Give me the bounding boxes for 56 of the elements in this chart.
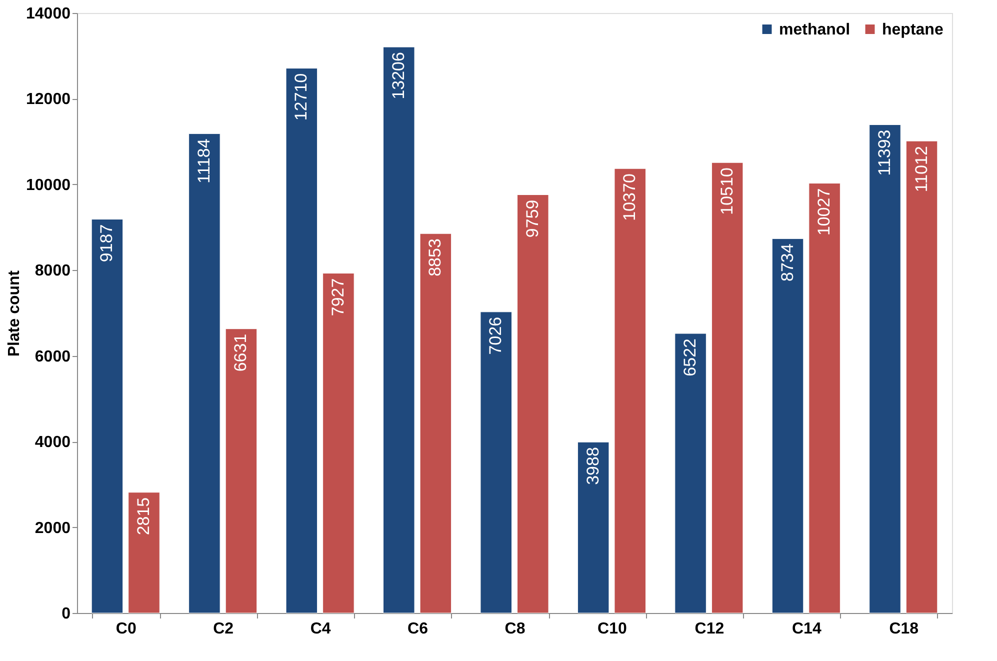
x-tick-label: C10 xyxy=(598,620,627,638)
data-label: 9187 xyxy=(97,224,116,262)
x-tick-label: C14 xyxy=(792,620,822,638)
data-label: 10510 xyxy=(717,168,736,215)
data-label: 7927 xyxy=(328,278,348,316)
data-label: 8853 xyxy=(426,238,445,276)
bar xyxy=(869,124,901,614)
bar xyxy=(128,492,160,614)
data-label: 11012 xyxy=(912,146,931,192)
x-tick-label: C4 xyxy=(310,620,331,638)
data-label: 2815 xyxy=(134,497,154,536)
bar xyxy=(808,183,840,614)
data-label: 6522 xyxy=(680,338,700,376)
legend-label: methanol xyxy=(779,21,850,38)
data-label: 11393 xyxy=(874,130,894,176)
data-label: 13206 xyxy=(388,52,408,100)
bar xyxy=(225,328,258,614)
x-tick-label: C8 xyxy=(504,620,526,638)
bar xyxy=(674,333,706,614)
data-label: 3988 xyxy=(583,447,602,485)
x-tick-label: C0 xyxy=(116,620,136,638)
data-label: 12710 xyxy=(292,73,311,121)
data-label: 7026 xyxy=(486,316,506,355)
x-tick-label: C2 xyxy=(213,620,234,638)
y-tick-label: 6000 xyxy=(34,348,71,366)
y-tick-label: 8000 xyxy=(34,262,71,280)
bar xyxy=(383,46,415,614)
data-label: 11184 xyxy=(194,138,214,184)
legend-label: heptane xyxy=(882,21,944,38)
bar xyxy=(420,233,452,614)
data-label: 10027 xyxy=(814,188,834,236)
bar xyxy=(517,194,549,614)
x-tick-label: C12 xyxy=(694,620,724,638)
data-label: 9759 xyxy=(522,200,542,238)
bar xyxy=(577,442,610,614)
bar xyxy=(480,312,512,614)
y-tick-label: 0 xyxy=(62,606,71,622)
y-axis-title: Plate count xyxy=(6,270,24,357)
data-label: 10370 xyxy=(620,174,640,221)
y-tick-label: 2000 xyxy=(34,520,71,537)
bar xyxy=(286,68,318,614)
y-tick-label: 10000 xyxy=(26,176,71,194)
data-label: 6631 xyxy=(231,334,250,372)
y-tick-label: 14000 xyxy=(26,6,71,22)
x-tick-label: C18 xyxy=(889,620,919,638)
bar xyxy=(906,140,938,614)
y-tick-label: 12000 xyxy=(26,91,71,108)
x-tick-label: C6 xyxy=(408,620,428,638)
bar xyxy=(772,238,804,614)
y-tick-label: 4000 xyxy=(34,434,71,452)
data-label: 8734 xyxy=(778,244,797,282)
bar xyxy=(188,133,220,614)
bar xyxy=(322,273,354,614)
bar xyxy=(91,219,124,614)
bar xyxy=(614,168,646,614)
bar xyxy=(711,162,744,614)
